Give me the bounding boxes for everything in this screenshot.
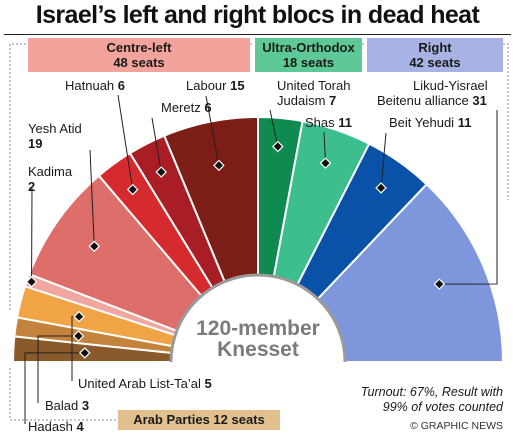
knesset-inner-ring: [169, 273, 347, 363]
label-yesh-name: Yesh Atid: [28, 121, 82, 136]
marker-beit-yehudi: [375, 182, 387, 194]
label-ual-name: United Arab List-Ta’al: [78, 376, 201, 391]
marker-hatnuah: [126, 183, 139, 196]
leader-lines: [24, 94, 498, 424]
bloc-ultra-orthodox: Ultra-Orthodox 18 seats: [255, 38, 362, 72]
bracket-right-right: [503, 43, 509, 200]
label-utj-name-1: United Torah: [277, 78, 351, 93]
marker-balad: [72, 330, 85, 342]
label-balad-name: Balad: [45, 398, 79, 413]
label-likud-value: 31: [472, 93, 487, 108]
label-shas: Shas 11: [305, 115, 352, 130]
marker-yesh-atid: [88, 240, 101, 253]
bloc-right-seats: 42 seats: [409, 55, 461, 70]
label-utj-name-2: Judaism: [277, 93, 326, 108]
bloc-brackets: [9, 43, 509, 421]
label-hadash-value: 4: [76, 419, 84, 434]
label-balad-value: 3: [81, 398, 90, 413]
leader-yesh-atid: [89, 149, 95, 247]
label-kadima-value: 2: [28, 179, 36, 194]
label-kadima-name: Kadima: [28, 164, 73, 179]
chart-slices: [11, 115, 505, 363]
label-shas-name: Shas: [305, 115, 335, 130]
label-likud-name-1: Likud-Yisrael: [413, 78, 488, 93]
label-meretz: Meretz 6: [161, 100, 212, 115]
bloc-right: Right 42 seats: [367, 38, 503, 72]
chart-title: Israel’s left and right blocs in dead he…: [35, 1, 480, 29]
bloc-right-name: Right: [418, 40, 452, 55]
marker-labour: [213, 159, 225, 172]
marker-hadash: [78, 347, 91, 359]
bloc-centre-left-name: Centre-left: [106, 40, 172, 55]
marker-kadima: [25, 276, 38, 288]
leader-labour: [205, 95, 220, 166]
knesset-total-line1: 120-member: [196, 317, 320, 340]
label-meretz-name: Meretz: [161, 100, 201, 115]
label-labour-name: Labour: [186, 78, 227, 93]
label-labour: Labour 15: [186, 78, 245, 93]
label-likud: Likud-Yisrael: [413, 78, 488, 93]
turnout-line1: Turnout: 67%, Result with: [360, 385, 503, 399]
leader-hatnuah: [117, 94, 134, 190]
leader-balad: [37, 335, 79, 403]
bloc-ultra-orthodox-name: Ultra-Orthodox: [262, 40, 355, 55]
label-ual-value: 5: [204, 376, 212, 391]
bracket-centre-left-left: [9, 43, 28, 310]
label-kadima: Kadima 2: [28, 164, 72, 194]
turnout-note: Turnout: 67%, Result with 99% of votes c…: [361, 385, 503, 415]
label-united-arab-list: United Arab List-Ta’al 5: [78, 376, 212, 391]
bloc-ultra-orthodox-seats: 18 seats: [282, 55, 335, 70]
label-beit-value: 11: [457, 115, 472, 130]
label-utj-value: 7: [329, 93, 337, 108]
label-hatnuah: Hatnuah 6: [65, 78, 125, 93]
label-beit-yehudi: Beit Yehudi 11: [389, 115, 471, 130]
bloc-arab-parties: Arab Parties 12 seats: [118, 410, 280, 430]
label-hatnuah-name: Hatnuah: [65, 78, 115, 93]
marker-united-arab-list-ta-al: [73, 310, 85, 323]
bloc-centre-left-seats: 48 seats: [113, 55, 165, 70]
marker-likud-yisrael-beitenu-alliance: [433, 278, 446, 290]
label-hatnuah-value: 6: [117, 78, 126, 93]
label-meretz-value: 6: [204, 100, 212, 115]
bracket-arab-parties: [9, 368, 118, 421]
label-hadash-name: Hadash: [28, 419, 73, 434]
label-likud-name-2: Beitenu alliance: [377, 93, 469, 108]
credit: © GRAPHIC NEWS: [410, 420, 503, 432]
leader-likud-yisrael-beitenu-alliance: [439, 110, 498, 285]
label-shas-value: 11: [338, 115, 353, 130]
label-united-torah-judaism: United Torah Judaism 7: [277, 78, 350, 108]
label-yesh-value: 19: [28, 136, 43, 151]
marker-united-torah-judaism: [272, 140, 284, 153]
turnout-line2: 99% of votes counted: [382, 400, 503, 414]
leader-beit-yehudi: [380, 132, 387, 188]
label-hadash: Hadash 4: [28, 419, 84, 434]
leader-hadash: [24, 352, 85, 424]
marker-shas: [319, 157, 332, 169]
leader-united-torah-judaism: [269, 109, 279, 147]
marker-meretz: [155, 166, 168, 178]
leader-meretz: [151, 117, 162, 173]
label-yesh-atid: Yesh Atid 19: [28, 121, 82, 151]
title-rule: [4, 34, 511, 35]
label-labour-value: 15: [230, 78, 245, 93]
label-likud-line2: Beitenu alliance 31: [377, 93, 487, 108]
label-balad: Balad 3: [45, 398, 89, 413]
label-beit-name: Beit Yehudi: [389, 115, 455, 130]
knesset-total-line2: Knesset: [217, 338, 299, 361]
bloc-centre-left: Centre-left 48 seats: [28, 38, 250, 72]
